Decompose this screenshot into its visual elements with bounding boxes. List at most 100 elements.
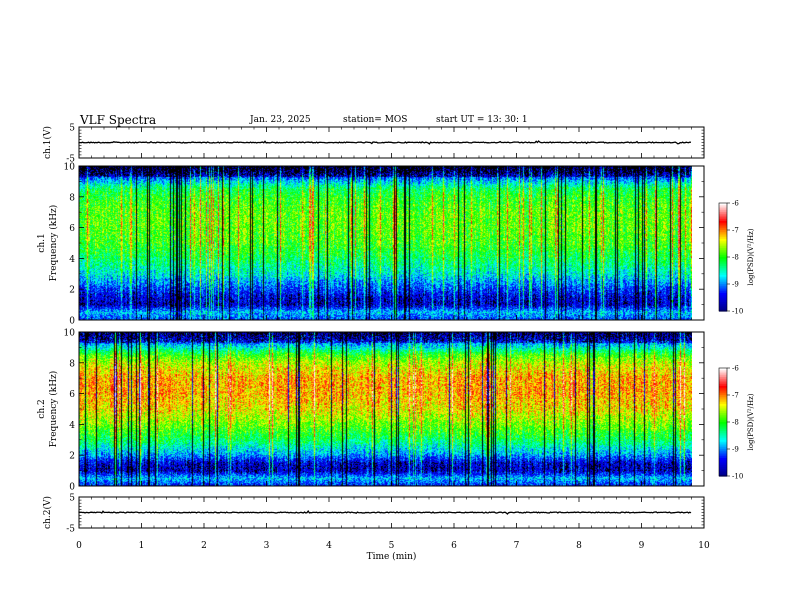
y-tick-label: -5	[66, 525, 75, 535]
colorbar-segment	[719, 440, 727, 443]
colorbar-segment	[719, 427, 727, 430]
colorbar-segment	[719, 287, 727, 290]
colorbar-segment	[719, 293, 727, 296]
y-tick-label: 8	[69, 193, 75, 203]
colorbar-segment	[719, 443, 727, 446]
colorbar-segment	[719, 373, 727, 376]
colorbar-segment	[719, 405, 727, 409]
colorbar-tick-label: -7	[732, 392, 739, 400]
colorbar-segment	[719, 432, 727, 436]
waveform-line	[78, 140, 692, 145]
colorbar-segment	[719, 470, 727, 473]
colorbar-segment	[719, 413, 727, 416]
colorbar-segment	[719, 260, 727, 263]
colorbar-segment	[719, 472, 727, 475]
colorbar-segment	[719, 461, 727, 464]
colorbar-segment	[719, 221, 727, 224]
x-tick-label: 5	[389, 541, 395, 551]
colorbar-segment	[719, 222, 727, 226]
x-tick-label: 0	[76, 541, 82, 551]
colorbar-tick-label: -10	[732, 473, 743, 481]
colorbar-segment	[719, 280, 727, 283]
y-tick-label: 10	[64, 163, 76, 173]
colorbar-segment	[719, 411, 727, 414]
x-tick-label: 4	[326, 541, 332, 551]
colorbar-segment	[719, 431, 727, 434]
colorbar-segment	[719, 226, 727, 229]
colorbar-segment	[719, 423, 727, 427]
colorbar-segment	[719, 449, 727, 452]
x-tick-label: 10	[698, 541, 710, 551]
colorbar-segment	[719, 273, 727, 276]
colorbar-segment	[719, 231, 727, 235]
colorbar-segment	[719, 269, 727, 272]
colorbar-segment	[719, 371, 727, 374]
colorbar-segment	[719, 219, 727, 222]
colorbar-segment	[719, 425, 727, 428]
ch1-spectrogram-panel: 0 2 4 6 8 10 ch.1 Frequency (kHz)	[37, 163, 705, 327]
colorbar-tick-label: -9	[732, 446, 739, 454]
colorbar-segment	[719, 239, 727, 242]
colorbar-segment	[719, 377, 727, 380]
colorbar-segment	[719, 474, 727, 477]
y-axis-label: ch.2(V)	[42, 496, 53, 529]
colorbar-segment	[719, 251, 727, 254]
colorbar-segment	[719, 253, 727, 256]
colorbar-segment	[719, 278, 727, 281]
colorbar-segment	[719, 456, 727, 459]
ch1-waveform-panel: 5 -5 ch.1(V)	[42, 124, 705, 165]
colorbar-tick-label: -8	[732, 419, 739, 427]
colorbar-segment	[719, 393, 727, 396]
colorbar-segment	[719, 459, 727, 463]
colorbar-segment	[719, 447, 727, 450]
colorbar-segment	[719, 414, 727, 418]
spectrogram-image	[79, 166, 692, 320]
colorbar-segment	[719, 434, 727, 437]
colorbar-segment	[719, 468, 727, 472]
colorbar-segment	[719, 206, 727, 209]
colorbar-segment	[719, 248, 727, 251]
colorbar-segment	[719, 257, 727, 260]
ch2-spectrogram-panel: 0 2 4 6 8 10 ch.2 Frequency (kHz)	[37, 329, 705, 493]
colorbar-segment	[719, 418, 727, 421]
colorbar-segment	[719, 307, 727, 310]
colorbar-segment	[719, 398, 727, 401]
colorbar-segment	[719, 300, 727, 303]
start-ut-label: start UT = 13: 30: 1	[436, 115, 528, 125]
station-label: station= MOS	[343, 115, 408, 125]
x-tick-label: 8	[576, 541, 582, 551]
colorbar-segment	[719, 208, 727, 211]
colorbar-segment	[719, 276, 727, 280]
y-tick-label: 2	[69, 286, 75, 296]
colorbar-segment	[719, 454, 727, 457]
colorbar-segment	[719, 289, 727, 292]
colorbar-segment	[719, 264, 727, 267]
colorbar-segment	[719, 244, 727, 247]
colorbar-segment	[719, 258, 727, 262]
x-tick-label: 7	[514, 541, 520, 551]
x-axis-label: Time (min)	[367, 551, 417, 562]
colorbar-segment	[719, 416, 727, 419]
colorbar-segment	[719, 210, 727, 213]
colorbar-segment	[719, 396, 727, 400]
y-tick-label: 6	[69, 390, 75, 400]
y-tick-label: -5	[66, 155, 75, 165]
colorbar-tick-label: -6	[732, 365, 739, 373]
colorbar-segment	[719, 391, 727, 394]
y-axis-label: ch.1(V)	[42, 126, 53, 159]
colorbar-segment	[719, 389, 727, 392]
ch2-waveform-panel: 5 -5 ch.2(V)	[42, 494, 705, 535]
colorbar-segment	[719, 267, 727, 271]
y-tick-label: 4	[69, 255, 75, 265]
colorbar-segment	[719, 204, 727, 208]
y-tick-label: 10	[64, 329, 76, 339]
colorbar-tick-label: -10	[732, 308, 743, 316]
colorbar-segment	[719, 445, 727, 448]
colorbar-segment	[719, 369, 727, 373]
colorbar-segment	[719, 441, 727, 445]
y-tick-label: 6	[69, 224, 75, 234]
colorbar-segment	[719, 450, 727, 454]
colorbar-segment	[719, 235, 727, 238]
colorbar-segment	[719, 271, 727, 274]
colorbar-segment	[719, 266, 727, 269]
